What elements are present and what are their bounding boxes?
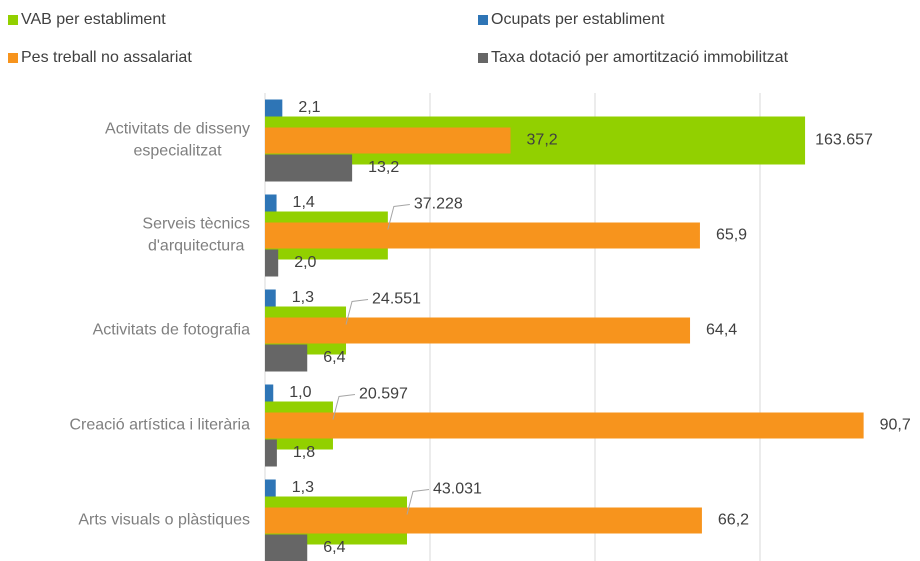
leader-line (406, 489, 430, 515)
category-label: Activitats de fotografia (93, 322, 251, 339)
data-label: 1,8 (293, 444, 315, 461)
data-label: 13,2 (368, 159, 399, 176)
category-label: Creació artística i literària (70, 417, 251, 434)
bar (265, 317, 691, 344)
data-label: 20.597 (359, 386, 408, 403)
legend-swatch (8, 15, 18, 25)
category-label: Arts visuals o plàstiques (78, 512, 250, 529)
leader-line (387, 204, 410, 230)
bar (265, 384, 274, 402)
bar (265, 289, 276, 307)
legend-swatch (8, 53, 18, 63)
data-label: 43.031 (433, 481, 482, 498)
bar (265, 194, 277, 212)
data-label: 1,0 (289, 384, 311, 401)
data-label: 6,4 (323, 539, 345, 556)
data-label: 6,4 (323, 349, 345, 366)
leader-line (332, 394, 356, 420)
bar (265, 534, 308, 561)
bar (265, 99, 283, 117)
data-label: 24.551 (372, 291, 421, 308)
category-label: especialitzat (134, 143, 223, 160)
bar (265, 479, 276, 497)
leader-line (345, 299, 369, 325)
legend-label: Ocupats per establiment (491, 11, 665, 28)
bar (265, 154, 353, 182)
legend-label: Taxa dotació per amortització immobilitz… (491, 49, 789, 66)
category-label: Serveis tècnics (142, 216, 250, 233)
bar (265, 249, 279, 277)
data-label: 2,0 (294, 254, 316, 271)
legend-label: VAB per establiment (21, 11, 166, 28)
data-label: 163.657 (815, 132, 873, 149)
bar (265, 344, 308, 372)
bar (265, 507, 702, 534)
bar (265, 439, 277, 467)
legend-label: Pes treball no assalariat (21, 49, 192, 66)
legend-swatch (478, 53, 488, 63)
category-label: d'arquitectura (148, 238, 245, 255)
bar (265, 412, 864, 439)
data-label: 2,1 (298, 99, 320, 116)
data-label: 1,3 (292, 289, 314, 306)
category-label: Activitats de disseny (105, 121, 250, 138)
bar (265, 222, 700, 249)
data-label: 90,7 (880, 417, 911, 434)
legend-swatch (478, 15, 488, 25)
data-label: 37,2 (527, 132, 558, 149)
bar (265, 127, 511, 154)
data-label: 66,2 (718, 512, 749, 529)
data-label: 1,3 (292, 479, 314, 496)
data-label: 65,9 (716, 227, 747, 244)
data-label: 64,4 (706, 322, 737, 339)
data-label: 1,4 (293, 194, 315, 211)
data-label: 37.228 (414, 196, 463, 213)
